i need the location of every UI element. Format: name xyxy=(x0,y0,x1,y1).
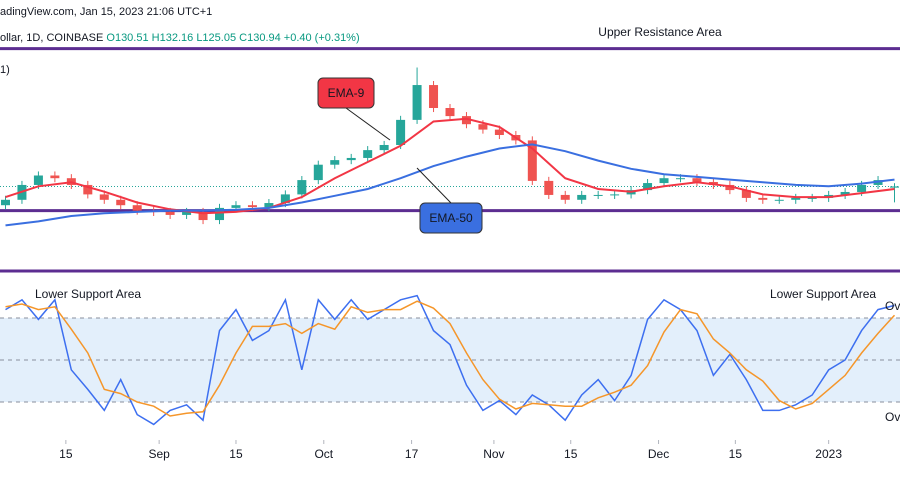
candle-body xyxy=(890,186,900,188)
candle-body xyxy=(116,199,126,206)
candle-body xyxy=(0,199,10,206)
candle-body xyxy=(297,180,307,195)
source-label: adingView.com, Jan 15, 2023 21:06 UTC+1 xyxy=(0,6,212,18)
candle-body xyxy=(659,178,669,184)
x-tick-label: Sep xyxy=(148,447,170,461)
candle-body xyxy=(675,178,685,180)
ohlc-low: L125.05 xyxy=(196,32,236,44)
legend-entry: EMA-9 xyxy=(328,86,365,100)
x-tick-label: 15 xyxy=(59,447,73,461)
candle-body xyxy=(396,119,406,145)
candle-body xyxy=(527,140,537,181)
candle-body xyxy=(774,199,784,201)
annotation: Lower Support Area xyxy=(35,287,141,301)
ohlc-high: H132.16 xyxy=(152,32,194,44)
callout-box xyxy=(317,77,375,109)
candle-body xyxy=(725,184,735,191)
callout-arrow xyxy=(345,107,391,141)
candle-body xyxy=(692,178,702,182)
candle-body xyxy=(429,85,439,108)
candle-body xyxy=(560,194,570,200)
candle-body xyxy=(791,197,801,200)
x-tick-label: Nov xyxy=(483,447,504,461)
legend-entry: EMA-50 xyxy=(429,211,473,225)
candle-body xyxy=(132,205,142,211)
candle-body xyxy=(247,205,257,208)
candle-body xyxy=(577,194,587,200)
candle-body xyxy=(461,116,471,125)
x-tick-label: 2023 xyxy=(815,447,842,461)
annotation: Ov xyxy=(885,299,900,313)
candle-body xyxy=(610,194,620,196)
candle-body xyxy=(215,207,225,221)
x-tick-label: 15 xyxy=(729,447,743,461)
candle-body xyxy=(264,203,274,208)
candle-body xyxy=(50,175,60,179)
callout-arrow xyxy=(416,167,452,204)
symbol-line: ollar, 1D, COINBASE O130.51 H132.16 L125… xyxy=(0,32,360,44)
candle-body xyxy=(33,175,43,185)
callout-box xyxy=(419,202,483,234)
candle-body xyxy=(741,190,751,198)
candle-body xyxy=(758,197,768,200)
level-label: Upper Resistance Area xyxy=(598,25,722,39)
candle-body xyxy=(807,197,817,199)
candle-body xyxy=(313,164,323,181)
x-tick-label: Oct xyxy=(314,447,333,461)
candle-body xyxy=(857,184,867,192)
ohlc-open: O130.51 xyxy=(106,32,148,44)
candle-body xyxy=(182,211,192,215)
candle-body xyxy=(165,211,175,215)
candle-body xyxy=(330,160,340,165)
candle-body xyxy=(83,184,93,195)
candle-body xyxy=(544,180,554,195)
ema-line xyxy=(5,143,895,227)
oscillator-line xyxy=(5,300,896,417)
candle-body xyxy=(494,129,504,135)
candle-body xyxy=(412,85,422,120)
ohlc-close: C130.94 xyxy=(239,32,281,44)
annotation: Ov xyxy=(885,410,900,424)
candle-body xyxy=(198,211,208,221)
candle-body xyxy=(363,150,373,158)
indicator-label: 1) xyxy=(0,64,10,76)
candle-body xyxy=(643,183,653,191)
x-tick-label: Dec xyxy=(648,447,669,461)
candle-body xyxy=(478,124,488,130)
oscillator-line xyxy=(5,294,895,426)
candle-body xyxy=(445,108,455,117)
x-tick-label: 15 xyxy=(229,447,243,461)
candle-body xyxy=(280,194,290,204)
candle-body xyxy=(593,194,603,196)
x-tick-label: 17 xyxy=(405,447,419,461)
symbol: ollar, 1D, COINBASE xyxy=(0,32,103,44)
x-tick-label: 15 xyxy=(564,447,578,461)
ema-line xyxy=(5,117,895,215)
candle-body xyxy=(99,194,109,200)
candle-body xyxy=(346,157,356,161)
candle-body xyxy=(231,205,241,208)
annotation: Lower Support Area xyxy=(770,287,876,301)
candle-body xyxy=(379,144,389,151)
candle-body xyxy=(840,191,850,195)
change: +0.40 (+0.31%) xyxy=(284,32,360,44)
